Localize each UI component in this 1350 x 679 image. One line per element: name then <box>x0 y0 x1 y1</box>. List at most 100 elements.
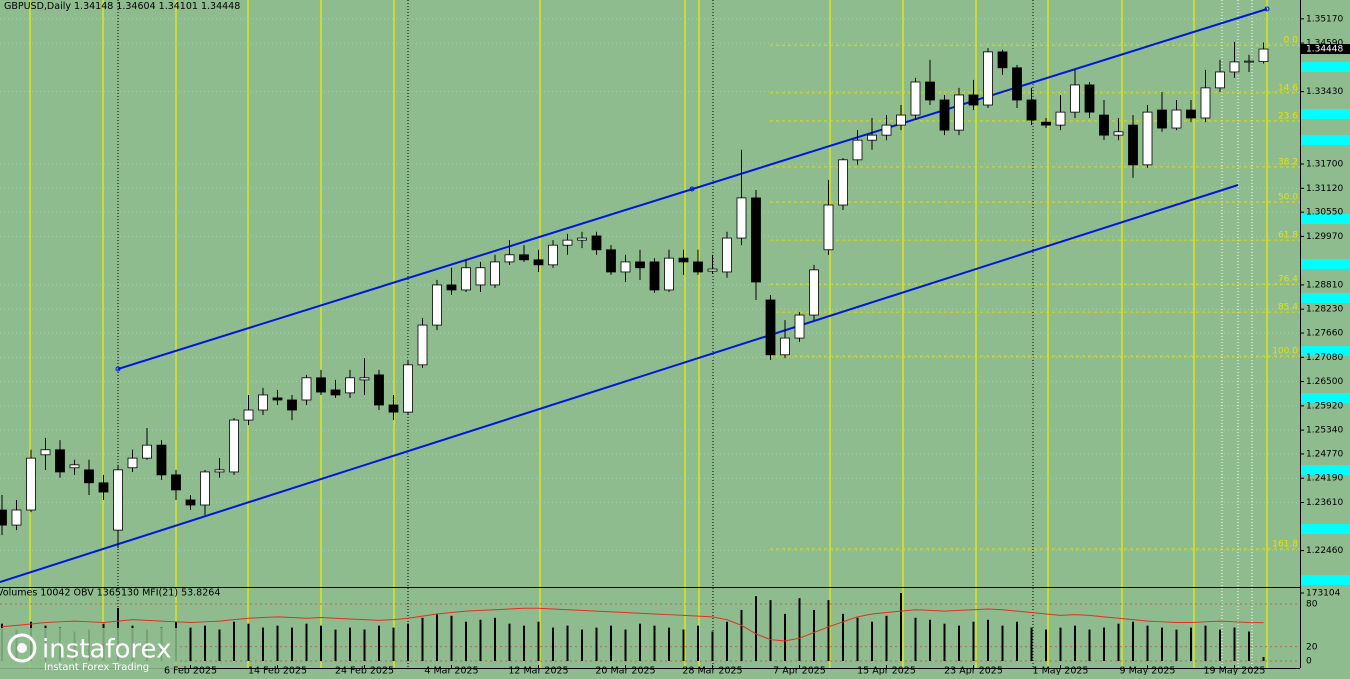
x-tick-label: 7 Apr 2025 <box>773 666 826 676</box>
candle-body <box>1055 111 1066 126</box>
candle-body <box>1244 60 1254 63</box>
candle-body <box>577 237 587 241</box>
candle-body <box>156 444 167 476</box>
candle-body <box>403 364 413 413</box>
candle-body <box>1084 84 1095 113</box>
y-tick-label: 1.27660 <box>1306 329 1343 339</box>
candle-body <box>11 509 22 526</box>
candle-body <box>26 457 36 511</box>
grid <box>0 18 1300 552</box>
y-tick-label: 1.25340 <box>1306 426 1343 436</box>
candle-body <box>229 419 239 473</box>
chart-header: GBPUSD,Daily 1.34148 1.34604 1.34101 1.3… <box>4 1 240 12</box>
candle-body <box>635 261 645 269</box>
candle-body <box>620 261 631 273</box>
y-tick-label: 1.26500 <box>1306 377 1343 387</box>
x-tick-label: 4 Mar 2025 <box>424 666 478 676</box>
candle-body <box>461 267 471 291</box>
candle-body <box>809 269 819 316</box>
fib-label: 100.0 <box>1272 347 1298 357</box>
candle-body <box>40 449 51 456</box>
candle-body <box>1012 67 1022 101</box>
candles <box>0 41 1269 549</box>
price-marker-label: 1.34448 <box>1306 45 1343 55</box>
candle-body <box>243 409 254 421</box>
candle-body <box>867 134 877 141</box>
period-lines <box>29 0 1268 668</box>
y2-tick-label: 80 <box>1306 600 1318 610</box>
candle-body <box>1041 121 1051 126</box>
candle-body <box>649 261 660 291</box>
x-tick-label: 12 Mar 2025 <box>508 666 568 676</box>
candle-body <box>330 389 341 396</box>
candle-body <box>55 449 65 473</box>
candle-body <box>736 197 747 239</box>
candle-body <box>98 482 109 493</box>
candle-body <box>504 254 515 263</box>
x-tick-label: 23 Apr 2025 <box>944 666 1003 676</box>
y-tick-label: 1.33430 <box>1306 87 1343 97</box>
candle-body <box>258 394 268 411</box>
fib-label: 50.0 <box>1278 193 1298 203</box>
candle-body <box>925 81 935 101</box>
candle-body <box>1215 71 1225 89</box>
candle-body <box>345 377 355 394</box>
candle-body <box>881 124 892 136</box>
candle-body <box>200 471 210 506</box>
y-tick-label: 1.30550 <box>1306 208 1343 218</box>
candle-body <box>374 374 384 406</box>
candle-body <box>1186 109 1196 119</box>
candle-body <box>794 314 805 339</box>
candle-body <box>171 474 181 491</box>
candle-body <box>562 239 573 246</box>
candle-body <box>1157 109 1167 129</box>
candle-body <box>388 404 399 413</box>
x-tick-label: 15 Apr 2025 <box>857 666 916 676</box>
x-tick-label: 14 Feb 2025 <box>248 666 307 676</box>
high-value: 1.34604 <box>116 1 155 12</box>
y-tick-label: 1.31700 <box>1306 160 1343 170</box>
channel <box>0 6 1270 583</box>
candle-body <box>707 268 718 272</box>
y-tick-label: 1.35170 <box>1306 14 1343 24</box>
candle-body <box>214 469 225 473</box>
candle-body <box>533 259 544 266</box>
fib-label: 76.4 <box>1278 275 1298 285</box>
indicator-line <box>1 607 1264 642</box>
candle-body <box>1026 99 1037 121</box>
watermark: instaforex Instant Forex Trading <box>0 628 178 675</box>
candle-body <box>1070 84 1080 113</box>
y-tick-label: 1.24770 <box>1306 449 1343 459</box>
x-tick-label: 28 Mar 2025 <box>682 666 742 676</box>
y2-tick-label: 20 <box>1306 642 1318 652</box>
candle-body <box>287 399 297 411</box>
candle-body <box>548 244 558 266</box>
x-tick-label: 19 May 2025 <box>1204 666 1266 676</box>
x-tick-label: 1 May 2025 <box>1033 666 1089 676</box>
open-value: 1.34148 <box>74 1 113 12</box>
candle-body <box>475 267 486 286</box>
candle-body <box>968 94 979 106</box>
fibonacci: 0.0 14.6 23.6 38.2 50.0 61.8 76.4 85.4 100.0 161.… <box>770 36 1300 549</box>
price-marker <box>1301 44 1350 55</box>
candle-body <box>185 499 196 506</box>
candle-body <box>490 261 500 286</box>
fib-label: 61.8 <box>1278 231 1298 241</box>
y-tick-label: 1.28230 <box>1306 305 1343 315</box>
candle-body <box>896 114 906 126</box>
symbol: GBPUSD,Daily <box>4 1 71 12</box>
y-tick-label: 173104 <box>1306 589 1341 599</box>
candle-body <box>1113 131 1124 136</box>
candle-body <box>910 81 921 116</box>
y-tick-label: 1.24190 <box>1306 474 1343 484</box>
fib-label: 14.6 <box>1278 83 1298 93</box>
y-tick-label: 1.23610 <box>1306 498 1343 508</box>
candle-body <box>591 235 602 251</box>
y2-tick-label: 0 <box>1306 657 1312 667</box>
candle-body <box>664 257 674 291</box>
candle-body <box>142 444 152 459</box>
candle-body <box>69 464 80 469</box>
candle-body <box>1171 109 1182 129</box>
